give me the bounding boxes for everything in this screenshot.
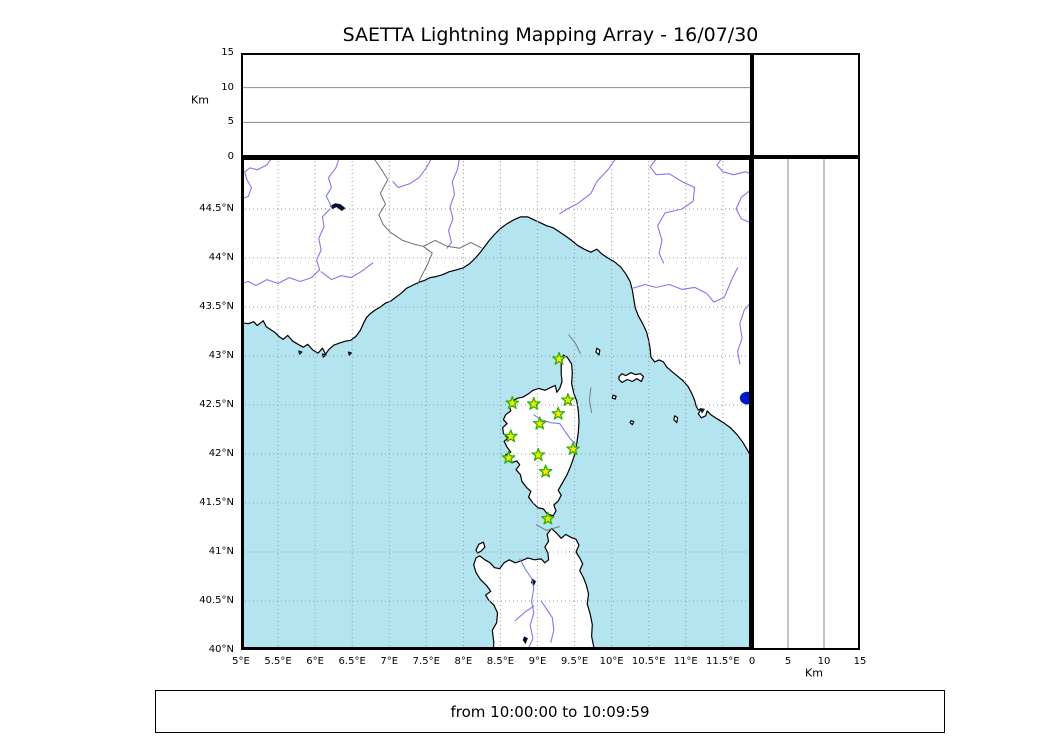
- altitude-vs-latitude-panel: [752, 157, 860, 650]
- latitude-tick-label: 42°N: [208, 448, 234, 459]
- altitude-tick-label: 15: [221, 47, 234, 58]
- lake-polygon: [329, 203, 346, 211]
- river-line: [735, 188, 752, 225]
- altitude-axis-label-left: Km: [191, 93, 209, 107]
- latitude-tick-label: 42.5°N: [199, 399, 234, 411]
- station-marker-star: [532, 416, 547, 430]
- land-polygon: [502, 354, 580, 517]
- river-line: [519, 558, 535, 649]
- station-marker-star: [541, 511, 555, 525]
- altitude-tick-label: 0: [748, 656, 756, 667]
- altitude-axis-label-bottom: Km: [805, 666, 823, 680]
- longitude-tick-label: 9°E: [528, 656, 547, 667]
- station-marker-star: [552, 351, 566, 365]
- altitude-tick-label: 15: [853, 656, 867, 667]
- river-line: [325, 157, 341, 208]
- time-range-box: from 10:00:00 to 10:09:59: [155, 690, 945, 733]
- latitude-tick-label: 41.5°N: [199, 497, 234, 508]
- river-line: [716, 157, 752, 176]
- longitude-tick-label: 6°E: [306, 656, 324, 667]
- station-marker-star: [503, 429, 518, 443]
- minor-gray-line: [568, 334, 581, 355]
- longitude-tick-label: 6.5°E: [338, 656, 366, 667]
- longitude-tick-label: 5.5°E: [264, 656, 292, 667]
- altitude-tick-label: 10: [221, 81, 234, 93]
- longitude-tick-label: 8°E: [454, 656, 473, 667]
- longitude-tick-label: 8.5°E: [486, 656, 515, 667]
- river-line: [320, 262, 374, 281]
- longitude-tick-label: 10.5°E: [631, 656, 666, 667]
- land-polygon: [347, 351, 352, 356]
- latitude-tick-label: 44°N: [208, 252, 234, 264]
- longitude-tick-label: 9.5°E: [560, 656, 589, 667]
- longitude-tick-label: 5°E: [232, 656, 250, 667]
- land-polygon: [629, 420, 635, 426]
- land-polygon: [298, 350, 303, 355]
- land-polygon: [611, 394, 617, 400]
- latitude-tick-label: 43°N: [208, 350, 234, 362]
- station-marker-star: [501, 450, 516, 464]
- river-line: [446, 157, 461, 249]
- corner-panel: [752, 53, 860, 157]
- longitude-tick-label: 7°E: [380, 656, 399, 667]
- lake-polygon: [522, 636, 528, 645]
- time-range-text: from 10:00:00 to 10:09:59: [450, 702, 650, 721]
- lake-ellipse: [739, 391, 752, 405]
- altitude-tick-label: 5: [227, 116, 234, 128]
- river-line: [241, 157, 273, 200]
- river-line: [559, 157, 618, 215]
- land-polygon: [673, 415, 679, 424]
- river-line: [649, 157, 696, 264]
- longitude-tick-label: 7.5°E: [412, 656, 440, 667]
- station-marker-star: [531, 447, 546, 461]
- station-marker-star: [561, 392, 575, 407]
- land-polygon: [595, 347, 601, 356]
- altitude-vs-longitude-panel: [241, 53, 752, 157]
- latitude-tick-label: 44.5°N: [199, 203, 234, 215]
- land-polygon: [321, 353, 327, 358]
- river-line: [514, 605, 535, 622]
- altitude-tick-label: 5: [784, 656, 792, 667]
- land-polygon: [241, 157, 752, 461]
- land-polygon: [475, 541, 486, 554]
- river-line: [540, 600, 555, 643]
- map-panel: [241, 157, 752, 650]
- latitude-tick-label: 40.5°N: [199, 595, 234, 606]
- latitude-tick-label: 41°N: [208, 546, 234, 557]
- minor-gray-line: [535, 524, 560, 531]
- river-line: [392, 157, 433, 189]
- river-line: [737, 300, 752, 365]
- land-polygon: [618, 372, 645, 384]
- longitude-tick-label: 10°E: [599, 656, 624, 667]
- latitude-tick-label: 43.5°N: [199, 301, 234, 313]
- map-frame: [241, 157, 752, 650]
- station-marker-star: [526, 396, 541, 410]
- page-title: SAETTA Lightning Mapping Array - 16/07/3…: [342, 24, 759, 46]
- river-line: [241, 208, 331, 287]
- river-line: [631, 267, 739, 303]
- lake-polygon: [699, 408, 705, 414]
- longitude-tick-label: 11°E: [673, 656, 698, 667]
- country-border-line: [423, 239, 483, 249]
- minor-gray-line: [588, 387, 593, 413]
- latitude-tick-label: 40°N: [208, 644, 234, 655]
- altitude-tick-label: 10: [817, 656, 831, 667]
- station-marker-star: [551, 406, 566, 420]
- station-marker-star: [566, 441, 580, 456]
- station-marker-star: [505, 395, 520, 409]
- station-marker-star: [538, 464, 553, 478]
- longitude-tick-label: 11.5°E: [705, 656, 740, 667]
- altitude-tick-label: 0: [227, 151, 234, 162]
- country-border-line: [372, 157, 433, 285]
